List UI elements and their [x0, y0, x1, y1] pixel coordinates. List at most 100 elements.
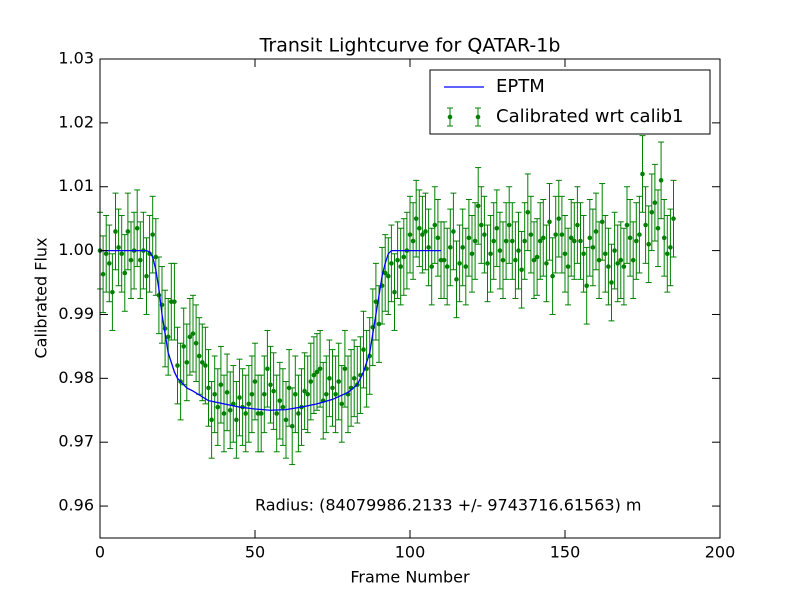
- x-tick-label: 200: [705, 543, 736, 562]
- data-point: [621, 264, 627, 269]
- y-tick-label: 1.01: [58, 176, 94, 195]
- data-point: [296, 411, 301, 416]
- data-point: [578, 238, 583, 244]
- data-point: [221, 411, 227, 416]
- data-point: [262, 392, 267, 397]
- y-tick-label: 1.03: [58, 49, 94, 68]
- data-point: [475, 203, 481, 209]
- data-point: [593, 229, 599, 234]
- data-point: [289, 423, 295, 429]
- data-point: [444, 264, 450, 269]
- data-point: [460, 245, 466, 250]
- data-point: [479, 222, 484, 228]
- data-point: [212, 392, 217, 397]
- data-point: [196, 353, 202, 359]
- data-point: [668, 245, 673, 250]
- data-point: [119, 251, 124, 257]
- data-point: [590, 245, 596, 250]
- data-point: [277, 398, 283, 403]
- data-point: [317, 366, 323, 372]
- model-line: [100, 249, 441, 411]
- data-point: [497, 248, 503, 253]
- data-point: [494, 225, 500, 231]
- data-point: [107, 261, 112, 266]
- data-point: [410, 238, 416, 244]
- data-point: [376, 321, 382, 327]
- data-point: [237, 395, 242, 400]
- data-point: [268, 382, 273, 388]
- data-point: [528, 232, 534, 237]
- data-point: [637, 232, 642, 237]
- data-point: [271, 388, 276, 394]
- data-point: [302, 388, 307, 394]
- data-point: [643, 222, 648, 228]
- data-point: [640, 171, 645, 177]
- data-point: [665, 251, 670, 257]
- x-tick-label: 50: [245, 543, 265, 562]
- data-point: [506, 222, 512, 228]
- data-point: [333, 392, 338, 397]
- data-point: [209, 417, 214, 423]
- data-point: [615, 261, 620, 266]
- data-point: [398, 264, 404, 269]
- data-point: [175, 363, 180, 368]
- x-tick-label: 100: [395, 543, 426, 562]
- data-point: [203, 363, 208, 368]
- data-point: [463, 264, 469, 269]
- data-point: [448, 245, 453, 250]
- data-point: [441, 257, 447, 263]
- data-point: [382, 270, 388, 276]
- annotation: Radius: (84079986.2133 +/- 9743716.61563…: [255, 496, 642, 515]
- data-point: [395, 257, 400, 263]
- data-point: [339, 401, 345, 407]
- data-point: [451, 229, 456, 234]
- data-point: [618, 257, 624, 263]
- data-point: [417, 225, 422, 231]
- data-point: [634, 238, 639, 244]
- data-point: [215, 404, 221, 410]
- data-point: [466, 235, 472, 241]
- data-point: [330, 385, 335, 391]
- data-point: [165, 334, 171, 340]
- data-point: [187, 334, 193, 340]
- data-point: [122, 270, 128, 276]
- data-point: [361, 347, 366, 352]
- y-tick-label: 1.00: [58, 240, 94, 259]
- data-point: [324, 392, 329, 397]
- data-point: [100, 271, 106, 277]
- data-point: [541, 235, 546, 241]
- data-point: [661, 235, 667, 241]
- data-point: [401, 254, 407, 260]
- data-point: [389, 261, 394, 266]
- data-point: [116, 245, 121, 250]
- data-point: [568, 235, 574, 241]
- data-point: [559, 232, 565, 237]
- data-point: [351, 376, 357, 381]
- data-point: [134, 225, 140, 231]
- data-point: [646, 241, 651, 247]
- data-point: [599, 219, 605, 225]
- data-point: [286, 385, 292, 391]
- legend-label: EPTM: [496, 76, 545, 97]
- data-point: [652, 200, 658, 205]
- data-point: [181, 344, 186, 349]
- data-point: [649, 209, 655, 215]
- data-point: [469, 251, 475, 257]
- data-point: [246, 401, 252, 407]
- data-point: [609, 280, 614, 285]
- data-point: [128, 257, 134, 263]
- data-point: [243, 411, 248, 416]
- data-point: [627, 235, 633, 241]
- data-point: [435, 235, 441, 241]
- data-point: [454, 277, 459, 282]
- data-point: [429, 264, 435, 269]
- data-point: [655, 225, 661, 231]
- legend-swatch: [447, 114, 453, 120]
- data-point: [190, 331, 196, 336]
- data-point: [596, 257, 602, 263]
- data-point: [556, 216, 562, 221]
- y-tick-label: 0.97: [58, 432, 94, 451]
- data-point: [258, 411, 264, 416]
- data-point: [488, 251, 493, 257]
- data-point: [200, 360, 205, 365]
